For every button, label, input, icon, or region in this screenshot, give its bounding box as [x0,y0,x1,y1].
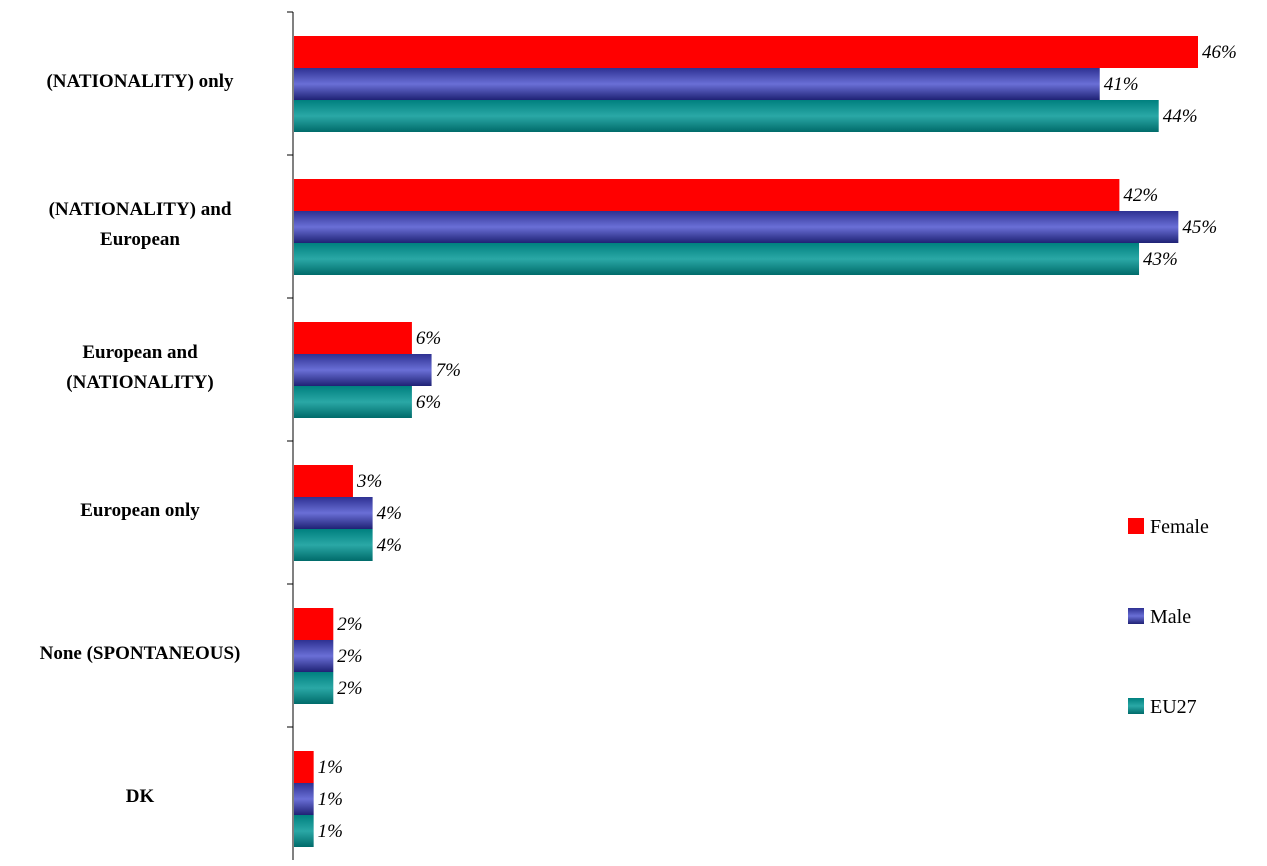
bar-male-dk [294,783,314,815]
data-label-eu27-dk: 1% [318,821,343,842]
bars [294,36,1198,847]
bar-eu27-european-and-nationality [294,386,412,418]
data-label-male-nationality-only: 41% [1104,74,1139,95]
legend-label-eu27: EU27 [1150,696,1197,718]
data-label-female-nationality-only: 46% [1202,42,1237,63]
data-label-female-european-and-nationality: 6% [416,328,441,349]
category-label-nationality-only: (NATIONALITY) only [46,71,234,92]
bar-female-european-only [294,465,353,497]
legend-label-female: Female [1150,516,1209,538]
data-label-eu27-nationality-and-european: 43% [1143,249,1178,270]
category-label-european-and-nationality: European and (NATIONALITY) [66,342,213,393]
bar-male-european-and-nationality [294,354,432,386]
bar-male-nationality-and-european [294,211,1179,243]
bar-eu27-nationality-and-european [294,243,1140,275]
data-label-eu27-none-spontaneous: 2% [337,678,362,699]
legend-label-male: Male [1150,606,1191,628]
data-label-male-dk: 1% [318,789,343,810]
bar-male-european-only [294,497,373,529]
bar-male-none-spontaneous [294,640,334,672]
value-labels: 46% 41% 44% 42% 45%43% 6% 7% 6% 3% 4% 4% 2% 2% 2% 1% 1%… [318,42,1237,842]
data-label-male-european-and-nationality: 7% [436,360,461,381]
bar-female-none-spontaneous [294,608,334,640]
data-label-male-none-spontaneous: 2% [337,646,362,667]
bar-eu27-nationality-only [294,100,1159,132]
data-label-female-european-only: 3% [356,471,382,492]
data-label-female-nationality-and-european: 42% [1123,185,1158,206]
category-label-dk: DK [126,786,155,807]
data-label-female-none-spontaneous: 2% [337,614,362,635]
category-labels: (NATIONALITY) only (NATIONALITY) and Europ… [40,71,241,807]
data-label-eu27-european-and-nationality: 6% [416,392,441,413]
y-axis [287,11,294,860]
data-label-female-dk: 1% [318,757,343,778]
legend-swatch-eu27 [1128,698,1144,714]
legend-swatch-female [1128,518,1144,534]
category-label-none-spontaneous: None (SPONTANEOUS) [40,643,241,664]
legend-swatch-male [1128,608,1144,624]
data-label-male-nationality-and-european: 45% [1182,217,1217,238]
bar-female-nationality-and-european [294,179,1120,211]
category-label-european-only: European only [80,500,200,521]
bar-female-dk [294,751,314,783]
data-label-male-european-only: 4% [377,503,402,524]
bar-female-nationality-only [294,36,1198,68]
bar-male-nationality-only [294,68,1100,100]
bar-female-european-and-nationality [294,322,412,354]
data-label-eu27-european-only: 4% [377,535,402,556]
bar-eu27-european-only [294,529,373,561]
legend: Female Male EU27 [1128,516,1209,718]
bar-eu27-none-spontaneous [294,672,334,704]
data-label-eu27-nationality-only: 44% [1163,106,1198,127]
category-label-nationality-and-european: (NATIONALITY) and European [49,199,232,250]
bar-eu27-dk [294,815,314,847]
